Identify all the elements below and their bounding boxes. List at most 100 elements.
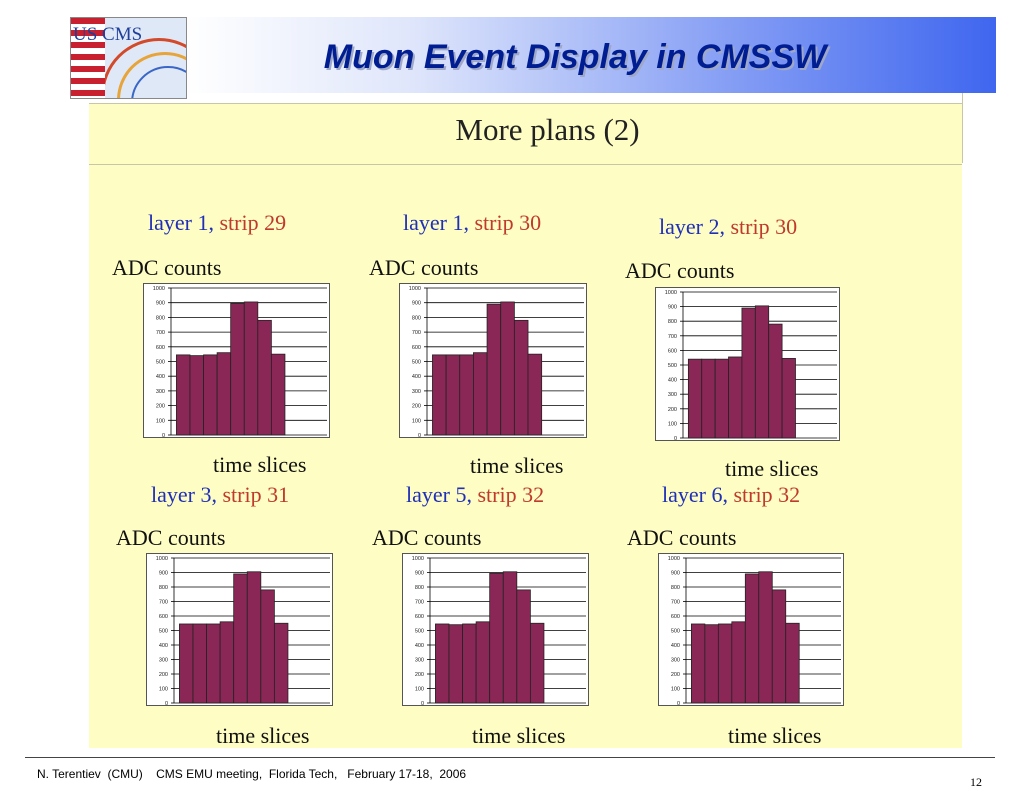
chart-2-title: layer 1, strip 30: [403, 210, 541, 236]
chart-6-strip-label: strip 32: [733, 482, 801, 507]
chart-4-y-axis-label: ADC counts: [116, 525, 226, 550]
chart-4-x-axis-label: time slices: [216, 723, 310, 748]
chart-1-x-axis-label: time slices: [213, 452, 307, 477]
chart-1-bar: [243, 301, 259, 436]
chart-2-layer-label: layer 1,: [403, 210, 469, 235]
chart-2-bar: [432, 354, 447, 436]
chart-1-y-tick-label: 600: [156, 345, 165, 351]
panel-title: More plans (2): [455, 112, 640, 147]
chart-4-y-tick-label: 500: [159, 629, 168, 635]
chart-3-strip-label: strip 30: [730, 214, 798, 239]
panel-side-rule: [962, 93, 963, 163]
chart-6-y-tick-label: 200: [671, 672, 680, 678]
chart-2-y-tick-label: 800: [412, 315, 421, 321]
chart-5-y-tick-label: 300: [415, 658, 424, 664]
chart-1-y-tick-label: 900: [156, 301, 165, 307]
chart-3-y-axis-label: ADC counts: [625, 258, 735, 283]
chart-3-layer-label: layer 2,: [659, 214, 725, 239]
chart-1-y-tick-label: 1000: [153, 286, 165, 292]
chart-6-y-axis-label: ADC counts: [627, 525, 737, 550]
chart-2-bar: [445, 354, 461, 436]
chart-3-title: layer 2, strip 30: [659, 214, 797, 240]
chart-5-bar: [502, 571, 518, 704]
chart-6-bar: [785, 622, 800, 704]
chart-3-y-tick-label: 800: [668, 319, 677, 325]
chart-3-y-tick-label: 0: [674, 436, 677, 442]
title-band: [185, 17, 996, 93]
chart-4-y-tick-label: 900: [159, 571, 168, 577]
chart-2-y-tick-label: 0: [418, 433, 421, 439]
chart-2-bar: [459, 354, 474, 436]
chart-1-strip-label: strip 29: [219, 210, 287, 235]
chart-1-title: layer 1, strip 29: [148, 210, 286, 236]
chart-3-bar: [701, 358, 716, 439]
chart-3-y-tick-label: 900: [668, 305, 677, 311]
chart-5-layer-label: layer 5,: [406, 482, 472, 507]
chart-2-y-tick-label: 700: [412, 330, 421, 336]
chart-2-y-tick-label: 600: [412, 345, 421, 351]
chart-3-bar: [728, 356, 743, 439]
chart-5-y-tick-label: 100: [415, 687, 424, 693]
chart-3-bar: [741, 307, 756, 439]
chart-1-y-tick-label: 300: [156, 389, 165, 395]
chart-5-x-axis-label: time slices: [472, 723, 566, 748]
chart-4-y-tick-label: 200: [159, 672, 168, 678]
chart-3-y-tick-label: 500: [668, 363, 677, 369]
chart-4-bar: [192, 623, 207, 704]
chart-4-y-tick-label: 600: [159, 614, 168, 620]
footer-rule: [25, 757, 995, 758]
chart-1-y-axis-label: ADC counts: [112, 255, 222, 280]
chart-6-bar: [758, 571, 773, 704]
chart-5-y-tick-label: 600: [415, 614, 424, 620]
chart-2-y-axis-label: ADC counts: [369, 255, 479, 280]
chart-4-y-tick-label: 300: [159, 658, 168, 664]
chart-1-y-tick-label: 500: [156, 360, 165, 366]
chart-2-bar: [486, 303, 502, 436]
chart-1-bar: [203, 354, 218, 436]
chart-2-bar: [527, 353, 543, 436]
chart-2-bar: [513, 319, 529, 436]
chart-2-y-tick-label: 900: [412, 301, 421, 307]
chart-1-bar: [230, 303, 245, 436]
chart-2-y-tick-label: 500: [412, 360, 421, 366]
chart-6-y-tick-label: 900: [671, 571, 680, 577]
chart-2-y-tick-label: 100: [412, 418, 421, 424]
chart-6-bar: [704, 624, 719, 704]
footer-text: N. Terentiev (CMU) CMS EMU meeting, Flor…: [37, 767, 467, 781]
chart-4-strip-label: strip 31: [222, 482, 290, 507]
chart-5-y-tick-label: 500: [415, 629, 424, 635]
chart-6-bar: [717, 623, 733, 704]
chart-6-y-tick-label: 1000: [668, 556, 680, 562]
chart-2-strip-label: strip 30: [474, 210, 542, 235]
chart-3: 0 100 200 300 400 500 600 700 800 900 1000: [655, 287, 840, 442]
chart-6-bar: [771, 589, 787, 704]
chart-6-y-tick-label: 600: [671, 614, 680, 620]
chart-1-y-tick-label: 400: [156, 374, 165, 380]
chart-6-bar: [744, 573, 760, 704]
chart-1-bar: [257, 319, 272, 436]
logo-flag-stripes: [71, 18, 105, 98]
chart-3-y-tick-label: 400: [668, 378, 677, 384]
chart-3-bar: [687, 358, 703, 439]
page-number: 12: [970, 775, 982, 789]
chart-5-bar: [448, 624, 463, 704]
chart-4-layer-label: layer 3,: [151, 482, 217, 507]
chart-6-y-tick-label: 500: [671, 629, 680, 635]
chart-6-y-tick-label: 400: [671, 643, 680, 649]
chart-5-bar: [435, 623, 450, 704]
chart-4-bar: [246, 571, 262, 704]
chart-6-y-tick-label: 300: [671, 658, 680, 664]
chart-4-y-tick-label: 1000: [156, 556, 168, 562]
chart-3-y-tick-label: 300: [668, 392, 677, 398]
chart-3-bar: [781, 358, 796, 439]
chart-2-bar: [473, 352, 488, 436]
chart-6-bar: [690, 623, 706, 704]
chart-5-bar: [529, 622, 545, 704]
chart-5-y-tick-label: 900: [415, 571, 424, 577]
chart-4-y-tick-label: 100: [159, 687, 168, 693]
panel-header: [89, 103, 962, 165]
chart-5-bar: [489, 572, 504, 704]
chart-6: 0 100 200 300 400 500 600 700 800 900 1000: [658, 553, 844, 707]
chart-3-bar: [768, 323, 783, 439]
chart-5: 0 100 200 300 400 500 600 700 800 900 1000: [402, 553, 589, 707]
